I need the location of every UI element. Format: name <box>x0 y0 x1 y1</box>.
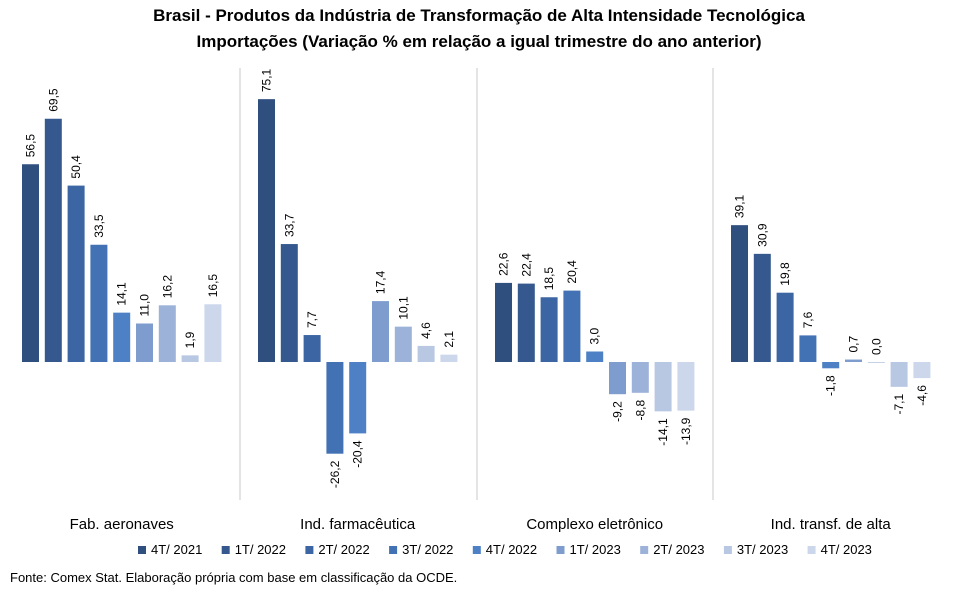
data-label: 56,5 <box>24 134 38 158</box>
data-label: 0,0 <box>869 338 883 355</box>
data-label: -9,2 <box>611 401 625 422</box>
chart-title-line2: Importações (Variação % em relação a igu… <box>196 32 762 51</box>
data-label: 19,8 <box>778 262 792 286</box>
bar <box>372 301 389 362</box>
bar <box>753 253 771 362</box>
legend-label: 1T/ 2022 <box>235 542 286 557</box>
bar <box>303 335 321 362</box>
data-label: 4,6 <box>419 322 433 339</box>
data-label: 30,9 <box>755 223 769 247</box>
data-label: 50,4 <box>69 155 83 179</box>
data-label: 10,1 <box>396 296 410 320</box>
bar <box>822 362 840 369</box>
data-label: 7,7 <box>305 311 319 328</box>
legend-swatch <box>138 546 146 554</box>
legend-label: 1T/ 2023 <box>570 542 621 557</box>
bar <box>394 326 412 362</box>
bar <box>890 362 908 387</box>
data-label: 16,5 <box>206 274 220 298</box>
bar <box>67 185 85 362</box>
data-label: 0,7 <box>847 336 861 353</box>
bar <box>181 355 199 362</box>
chart-title-line1: Brasil - Produtos da Indústria de Transf… <box>153 6 805 25</box>
bar <box>609 362 626 395</box>
bar <box>776 292 794 362</box>
legend-swatch <box>305 546 314 554</box>
data-label: -7,1 <box>892 394 906 415</box>
bar <box>563 290 581 362</box>
legend-swatch <box>556 546 565 554</box>
data-label: 33,5 <box>92 214 106 238</box>
category-label: Ind. transf. de alta <box>771 516 892 533</box>
legend-label: 4T/ 2021 <box>151 542 202 557</box>
bar <box>540 297 558 362</box>
source-note: Fonte: Comex Stat. Elaboração própria co… <box>10 570 458 585</box>
legend-swatch <box>723 546 732 554</box>
data-label: -1,8 <box>824 375 838 396</box>
data-label: 1,9 <box>183 331 197 348</box>
bar <box>440 354 458 362</box>
data-label: 17,4 <box>374 270 388 294</box>
data-label: -8,8 <box>633 399 647 420</box>
bar <box>677 362 695 411</box>
bar <box>654 362 672 412</box>
legend-swatch <box>221 546 230 554</box>
data-label: 11,0 <box>138 294 152 317</box>
data-label: 7,6 <box>801 311 815 328</box>
data-label: 22,4 <box>519 253 533 277</box>
bar <box>158 305 176 362</box>
data-label: 33,7 <box>282 213 296 237</box>
legend-swatch <box>807 546 816 554</box>
bar <box>22 164 39 362</box>
data-label: 3,0 <box>588 327 602 344</box>
data-label: 75,1 <box>260 68 274 92</box>
bar <box>349 362 367 434</box>
bar <box>867 362 885 363</box>
legend-label: 2T/ 2023 <box>653 542 704 557</box>
bar <box>204 304 222 362</box>
data-label: 20,4 <box>565 260 579 284</box>
bar <box>258 99 275 363</box>
bar <box>326 362 344 454</box>
data-label: 2,1 <box>442 331 456 348</box>
data-label: 18,5 <box>542 267 556 291</box>
bar <box>517 283 535 362</box>
legend-label: 3T/ 2023 <box>737 542 788 557</box>
legend-label: 2T/ 2022 <box>318 542 369 557</box>
legend-label: 4T/ 2023 <box>821 542 872 557</box>
legend-swatch <box>472 546 481 554</box>
bar <box>113 312 131 362</box>
data-label: -20,4 <box>351 440 365 468</box>
legend-swatch <box>389 546 398 554</box>
data-label: 16,2 <box>160 275 174 299</box>
data-label: -14,1 <box>656 418 670 446</box>
category-label: Fab. aeronaves <box>70 516 174 533</box>
legend-swatch <box>640 546 649 554</box>
legend-label: 4T/ 2022 <box>486 542 537 557</box>
bar <box>44 118 62 362</box>
bar <box>417 345 435 362</box>
data-label: 69,5 <box>46 88 60 112</box>
data-label: -13,9 <box>679 417 693 445</box>
legend-label: 3T/ 2022 <box>402 542 453 557</box>
bar <box>90 244 108 362</box>
bar <box>495 282 512 362</box>
bar <box>913 362 931 379</box>
bar <box>731 225 748 362</box>
data-label: -4,6 <box>915 385 929 406</box>
data-label: 14,1 <box>115 282 129 306</box>
data-label: 22,6 <box>497 252 511 276</box>
data-label: 39,1 <box>733 194 747 218</box>
bar <box>280 244 298 362</box>
category-label: Ind. farmacêutica <box>300 516 416 533</box>
bar <box>631 362 649 393</box>
bar <box>845 359 862 362</box>
category-label: Complexo eletrônico <box>526 516 663 533</box>
bar <box>136 323 153 362</box>
bar <box>799 335 817 362</box>
data-label: -26,2 <box>328 460 342 488</box>
bar <box>586 351 604 362</box>
